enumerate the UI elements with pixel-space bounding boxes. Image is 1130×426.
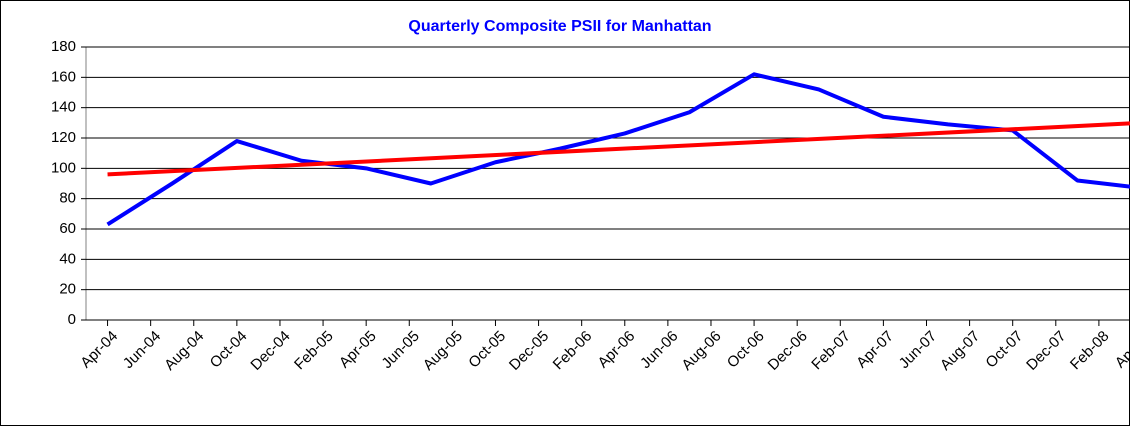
y-tick-label: 100 [51,159,76,176]
y-tick-label: 180 [51,38,76,55]
y-tick-label: 120 [51,129,76,146]
y-tick-label: 80 [59,190,76,207]
y-tick-label: 140 [51,99,76,116]
y-tick-label: 60 [59,220,76,237]
y-tick-label: 0 [68,311,76,328]
line-series [106,72,1130,227]
chart-title: Quarterly Composite PSII for Manhattan [408,18,711,35]
y-tick-label: 20 [59,281,76,298]
y-tick-label: 40 [59,250,76,267]
y-tick-label: 160 [51,68,76,85]
line-series [107,121,1130,177]
